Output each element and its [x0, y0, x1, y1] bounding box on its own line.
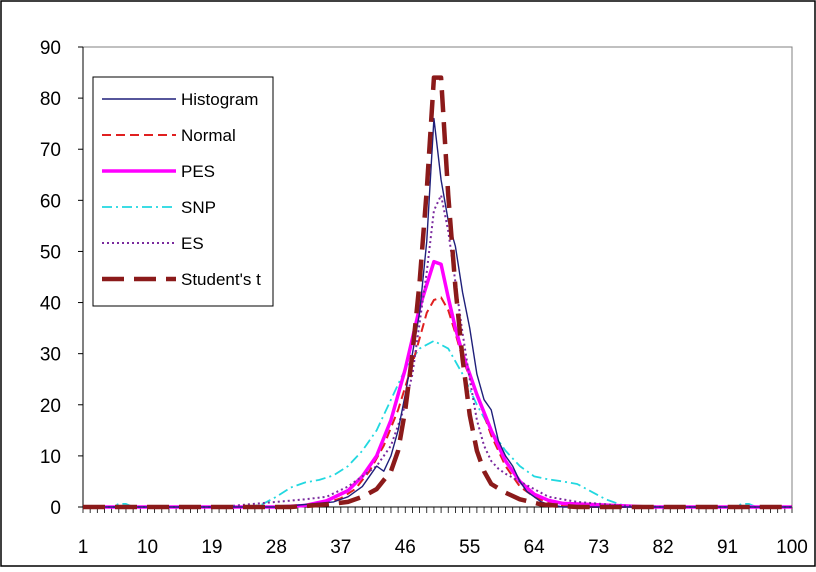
x-tick-label: 100	[776, 537, 808, 558]
x-tick-label: 82	[653, 537, 674, 558]
x-tick-label: 91	[717, 537, 738, 558]
legend-label: PES	[181, 162, 215, 181]
x-tick-label: 28	[266, 537, 287, 558]
legend-label: ES	[181, 234, 204, 253]
legend-box	[92, 76, 274, 307]
x-tick-label: 64	[524, 537, 546, 558]
x-tick-label: 19	[201, 537, 222, 558]
x-tick-label: 37	[330, 537, 351, 558]
legend-label: Normal	[181, 126, 236, 145]
x-tick-label: 1	[78, 537, 89, 558]
legend: Histogram Normal PES SNP ES Student's t	[92, 76, 274, 307]
series-line-snp	[83, 339, 792, 508]
y-tick-label: 90	[40, 38, 61, 59]
series-layer	[83, 75, 792, 510]
x-tick-label: 55	[459, 537, 480, 558]
y-tick-label: 30	[40, 345, 61, 366]
y-tick-label: 20	[40, 396, 61, 417]
x-tick-label: 46	[395, 537, 416, 558]
y-tick-label: 0	[50, 498, 61, 519]
y-axis: 0 10 20 30 40 50 60 70 80 90	[40, 38, 84, 519]
series-line-pes	[83, 259, 792, 509]
x-tick-label: 10	[137, 537, 158, 558]
series-line-student-s-t	[83, 75, 792, 510]
series-line-histogram	[83, 117, 792, 508]
legend-label: Histogram	[181, 90, 258, 109]
x-axis: 1 10 19 28 37 46 55 64 73 82 91 100	[78, 506, 808, 558]
legend-label: SNP	[181, 198, 216, 217]
y-tick-label: 80	[40, 89, 61, 110]
x-tick-label: 73	[588, 537, 609, 558]
y-tick-label: 40	[40, 294, 61, 315]
legend-label: Student's t	[181, 270, 261, 289]
y-tick-label: 70	[40, 140, 61, 161]
y-tick-label: 60	[40, 191, 61, 212]
y-tick-label: 50	[40, 242, 61, 263]
y-tick-label: 10	[40, 447, 61, 468]
